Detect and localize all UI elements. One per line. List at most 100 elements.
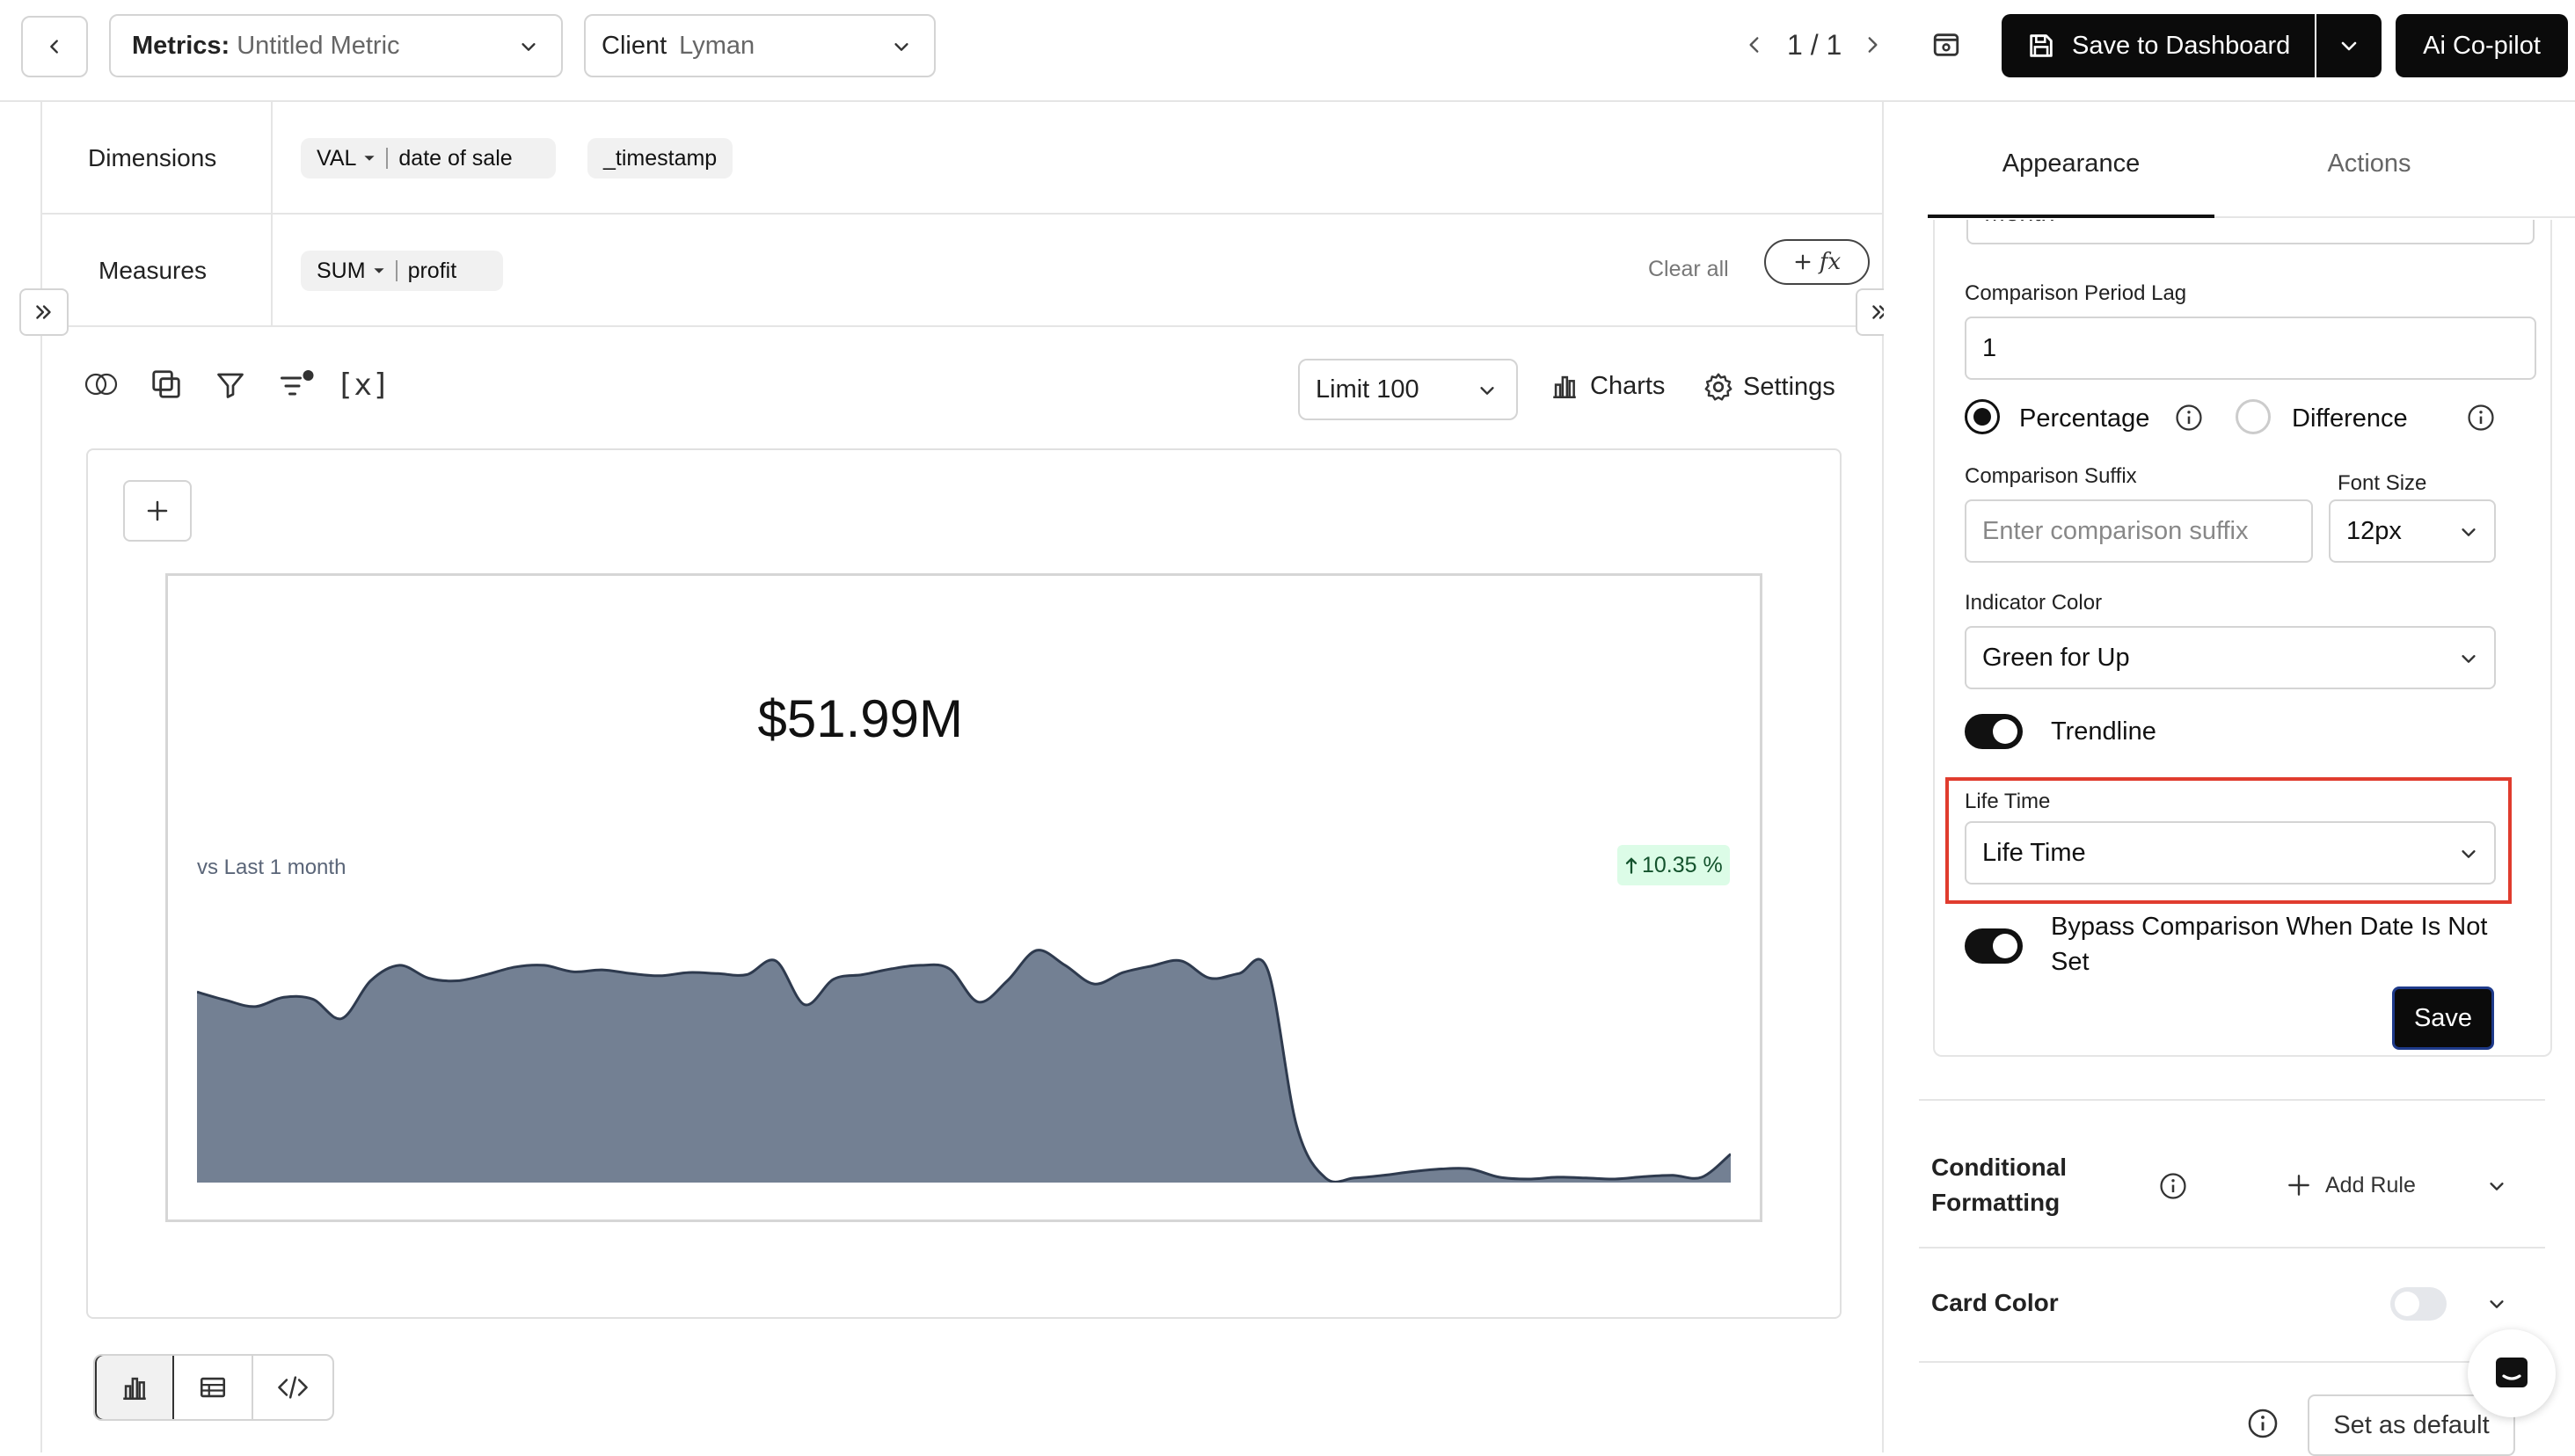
filter-icon[interactable]	[215, 369, 246, 401]
set-as-default-label: Set as default	[2333, 1410, 2490, 1439]
sort-filter-icon[interactable]	[278, 368, 315, 399]
lifetime-value: Life Time	[1982, 838, 2086, 867]
next-page-icon[interactable]	[1861, 33, 1884, 56]
measures-label: Measures	[98, 257, 207, 284]
code-view-tab[interactable]	[253, 1356, 332, 1419]
join-icon[interactable]	[83, 371, 120, 397]
card-color-section: Card Color	[1919, 1249, 2545, 1363]
ai-copilot-button[interactable]: Ai Co-pilot	[2396, 14, 2568, 77]
copy-icon[interactable]	[150, 368, 183, 401]
divider	[271, 215, 273, 327]
info-icon	[2468, 404, 2494, 431]
add-formula-button[interactable]: fx	[1764, 239, 1870, 285]
tab-actions[interactable]: Actions	[2214, 102, 2524, 218]
chevron-down-icon	[1480, 387, 1494, 395]
info-icon	[2176, 404, 2202, 431]
indicator-color-select[interactable]: Green for Up	[1965, 626, 2496, 689]
conditional-formatting-section: Conditional Formatting Add Rule	[1919, 1099, 2545, 1249]
save-button[interactable]: Save	[2392, 986, 2494, 1050]
form-card	[1933, 220, 2552, 1057]
dimension-pill-timestamp[interactable]: _timestamp	[587, 138, 733, 178]
metric-card: $51.99M vs Last 1 month 10.35 %	[165, 573, 1762, 1222]
tab-actions-label: Actions	[2327, 149, 2411, 178]
save-options-dropdown[interactable]	[2316, 14, 2382, 77]
cond-label-line1: Conditional	[1931, 1154, 2067, 1181]
client-value: Lyman	[679, 31, 755, 60]
query-builder-area: Dimensions VAL date of sale _timestamp M…	[40, 102, 1884, 1452]
bypass-toggle[interactable]	[1965, 928, 2023, 964]
plus-icon	[2288, 1175, 2309, 1196]
limit-select[interactable]: Limit 100	[1298, 359, 1518, 420]
card-color-label: Card Color	[1931, 1289, 2059, 1316]
chevron-left-icon	[50, 40, 58, 54]
plus-icon	[147, 500, 168, 521]
radio-difference[interactable]	[2236, 399, 2271, 434]
chevron-down-icon[interactable]	[2487, 1176, 2506, 1196]
bar-chart-icon	[123, 1377, 146, 1401]
chevrons-right-icon	[36, 305, 51, 319]
trend-line	[197, 949, 1731, 1183]
save-icon	[2030, 34, 2053, 57]
suffix-input[interactable]: Enter comparison suffix	[1965, 499, 2313, 563]
radio-difference-label: Difference	[2292, 404, 2408, 433]
trendline-toggle[interactable]	[1965, 714, 2023, 749]
table-view-tab[interactable]	[174, 1356, 253, 1419]
settings-panel: Appearance Actions Month Comparison Peri…	[1884, 102, 2575, 1456]
font-size-select[interactable]: 12px	[2329, 499, 2496, 563]
measure-func: SUM	[317, 258, 366, 283]
chat-launcher[interactable]	[2468, 1329, 2556, 1417]
tab-appearance[interactable]: Appearance	[1928, 102, 2214, 218]
font-size-value: 12px	[2346, 516, 2402, 545]
chevron-down-icon	[2462, 655, 2476, 663]
chevron-down-icon	[2341, 41, 2357, 51]
charts-label: Charts	[1590, 371, 1666, 400]
trendline-chart	[197, 949, 1731, 1183]
bar-chart-icon	[1553, 375, 1576, 399]
card-color-toggle[interactable]	[2390, 1287, 2447, 1321]
save-label: Save	[2413, 1003, 2473, 1032]
chevron-down-icon[interactable]	[2487, 1294, 2506, 1314]
chat-icon	[2496, 1358, 2528, 1387]
measure-pill[interactable]: SUM profit	[301, 251, 503, 291]
charts-button[interactable]: Charts	[1550, 371, 1665, 401]
dimension-pill[interactable]: VAL date of sale	[301, 138, 556, 178]
lag-label: Comparison Period Lag	[1965, 281, 2187, 305]
chart-canvas: $51.99M vs Last 1 month 10.35 %	[86, 448, 1842, 1319]
client-select[interactable]: Client Lyman	[584, 14, 936, 77]
code-icon	[278, 1376, 308, 1399]
radio-percentage[interactable]	[1965, 399, 2000, 434]
comparison-period-field[interactable]: Month	[1966, 220, 2535, 244]
metrics-value: Untitled Metric	[237, 31, 400, 60]
prev-page-icon[interactable]	[1743, 33, 1766, 56]
clear-all-link[interactable]: Clear all	[1648, 257, 1729, 281]
separator	[386, 148, 389, 169]
font-size-label: Font Size	[2338, 471, 2427, 495]
arrow-up-icon	[1625, 857, 1638, 874]
lag-input[interactable]: 1	[1965, 317, 2536, 380]
dimensions-row: Dimensions VAL date of sale _timestamp	[42, 102, 1884, 215]
variables-button[interactable]: [x]	[336, 368, 390, 403]
measures-row: Measures SUM profit Clear all fx	[42, 215, 1884, 327]
panel-tabs: Appearance Actions	[1928, 102, 2575, 218]
limit-value: Limit 100	[1316, 375, 1419, 404]
view-switcher	[93, 1354, 334, 1421]
settings-button[interactable]: Settings	[1703, 371, 1835, 403]
add-rule-label: Add Rule	[2325, 1172, 2416, 1198]
info-icon	[2248, 1409, 2278, 1438]
preview-icon[interactable]	[1931, 30, 1961, 60]
indicator-color-value: Green for Up	[1982, 643, 2130, 672]
metrics-select[interactable]: Metrics: Untitled Metric	[109, 14, 563, 77]
bypass-label-line1: Bypass Comparison When Date Is Not	[2051, 913, 2488, 941]
add-widget-button[interactable]	[123, 480, 192, 542]
lifetime-highlight	[1945, 777, 2512, 904]
expand-left-button[interactable]	[19, 288, 69, 336]
settings-label: Settings	[1743, 372, 1835, 401]
dimensions-label: Dimensions	[88, 144, 217, 171]
metric-value: $51.99M	[757, 689, 964, 748]
back-button[interactable]	[21, 16, 88, 77]
save-to-dashboard-button[interactable]: Save to Dashboard	[2002, 14, 2315, 77]
chart-view-tab[interactable]	[95, 1356, 174, 1419]
metrics-label: Metrics:	[132, 31, 230, 60]
add-rule-button[interactable]: Add Rule	[2285, 1171, 2416, 1199]
lifetime-select[interactable]: Life Time	[1965, 821, 2496, 885]
